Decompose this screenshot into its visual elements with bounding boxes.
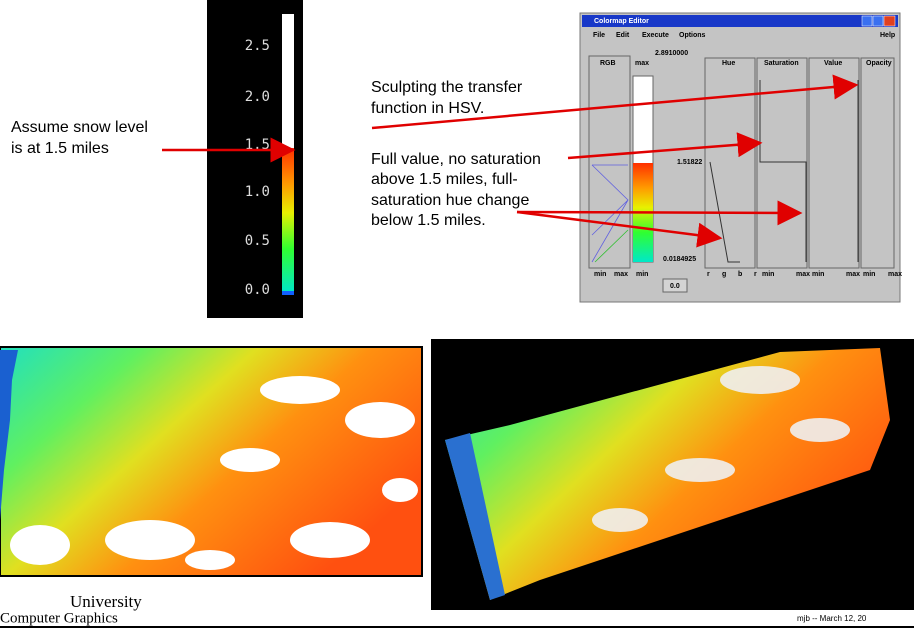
color-bar-gradient [282,148,294,292]
tick-label: 2.5 [245,38,270,54]
tick-label: 0.5 [245,233,270,249]
tick-label: 0.0 [245,282,270,298]
max-value: 2.8910000 [655,50,688,57]
value-field[interactable] [662,278,688,293]
color-bar: 2.5 2.0 1.5 1.0 0.5 0.0 [207,0,303,318]
annotation-line: above 1.5 miles, full- [371,171,518,188]
column-header: Saturation [764,60,799,67]
column-header: max [635,60,649,67]
maximize-button[interactable] [872,15,884,27]
hue-curve [709,161,740,263]
color-bar-blue [282,291,294,295]
menu-item[interactable]: Execute [642,32,669,39]
annotation-line: is at 1.5 miles [11,140,109,157]
arrow [516,210,723,248]
axis-label: max [888,271,902,278]
rgb-curve [594,229,629,263]
tick-label: 2.0 [245,89,270,105]
column-header: Hue [722,60,735,67]
axis-label: min [636,271,648,278]
axis-label: r [707,271,710,278]
footer-date: mjb -- March 12, 20 [797,614,867,623]
column-header: Value [824,60,842,67]
close-button[interactable] [883,15,896,27]
terrain-map [0,346,423,577]
arrow [371,74,859,130]
min-value: 0.0184925 [663,256,696,263]
menu-item[interactable]: Help [880,32,895,39]
arrow [567,132,763,160]
axis-label: min [812,271,824,278]
axis-label: min [594,271,606,278]
tick-label: 1.0 [245,184,270,200]
saturation-panel [756,57,808,269]
annotation-line: saturation hue change [371,192,529,209]
annotation-line: Full value, no saturation [371,151,541,168]
menu-item[interactable]: File [593,32,605,39]
axis-label: g [722,271,726,278]
terrain-3d [431,339,914,610]
column-header: RGB [600,60,616,67]
editor-titlebar [582,15,898,27]
axis-label: r [754,271,757,278]
axis-label: max [846,271,860,278]
annotation-line: function in HSV. [371,100,484,117]
arrow [516,200,803,226]
value-panel [808,57,860,269]
opacity-panel [860,57,895,269]
annotation-line: below 1.5 miles. [371,212,486,229]
editor-title: Colormap Editor [594,18,649,25]
footer-department: Computer Graphics [0,610,118,626]
mid-value: 1.51822 [677,159,702,166]
snow-patches [10,376,418,570]
axis-label: b [738,271,742,278]
minimize-button[interactable] [861,15,873,27]
hue-panel [704,57,756,269]
ocean-edge [445,433,505,600]
ocean [0,350,18,520]
menu-item[interactable]: Options [679,32,706,39]
axis-label: max [796,271,810,278]
axis-label: max [614,271,628,278]
color-bar-white [282,14,294,148]
footer-university: University [70,592,142,611]
column-header: Opacity [866,60,892,67]
colormap-editor: Colormap Editor File Edit Execute Option… [579,12,902,303]
axis-label: min [863,271,875,278]
rgb-panel [588,55,631,269]
value-field-text: 0.0 [670,283,680,290]
snow-patches [592,366,850,532]
menu-item[interactable]: Edit [616,32,630,39]
axis-label: min [762,271,774,278]
annotation-line: Sculpting the transfer [371,79,523,96]
arrows [162,74,859,248]
annotation-line: Assume snow level [11,119,148,136]
saturation-curve [759,80,807,262]
